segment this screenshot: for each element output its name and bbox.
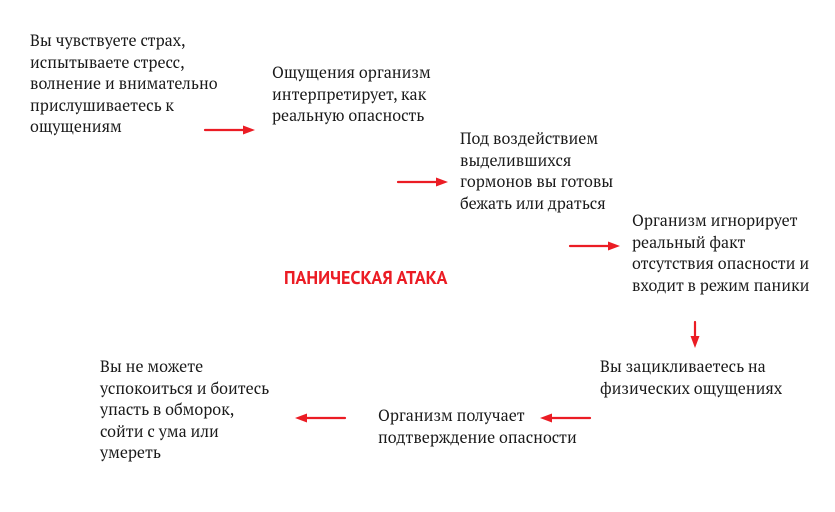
arrow-a4 xyxy=(681,308,709,362)
diagram-title: ПАНИЧЕСКАЯ АТАКА xyxy=(284,266,447,289)
flow-node-n4: Организм игнорирует реальный факт отсутс… xyxy=(632,210,822,296)
arrow-a2 xyxy=(384,168,462,196)
arrow-a6 xyxy=(281,404,359,432)
flow-node-n5: Вы зацикливаетесь на физических ощущения… xyxy=(600,356,810,399)
arrow-a5 xyxy=(526,404,604,432)
flow-node-n7: Вы не можете успокоиться и боитесь упаст… xyxy=(100,356,280,464)
arrow-a1 xyxy=(191,116,269,144)
flow-node-n2: Ощущения организм интерпретирует, как ре… xyxy=(272,62,452,127)
flow-node-n3: Под воздействием выделившихся гормонов в… xyxy=(460,128,640,214)
arrow-a3 xyxy=(556,232,634,260)
